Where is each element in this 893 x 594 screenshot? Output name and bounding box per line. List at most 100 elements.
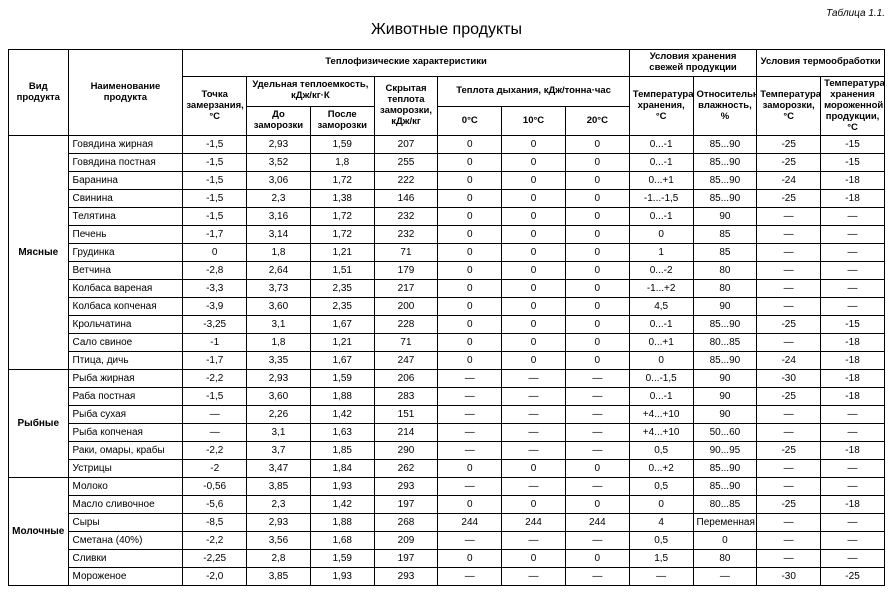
- th-specific-heat: Удельная теплоемкость, кДж/кг·К: [247, 76, 375, 106]
- value-cell: 0...-1: [629, 208, 693, 226]
- value-cell: -24: [757, 172, 821, 190]
- value-cell: 90: [693, 208, 757, 226]
- value-cell: 1,72: [310, 226, 374, 244]
- product-name-cell: Свинина: [68, 190, 183, 208]
- value-cell: —: [821, 244, 885, 262]
- value-cell: 0: [502, 460, 566, 478]
- value-cell: -1: [183, 334, 247, 352]
- value-cell: 0: [438, 334, 502, 352]
- products-table: Вид продукта Наименование продукта Тепло…: [8, 49, 885, 586]
- value-cell: —: [821, 550, 885, 568]
- product-name-cell: Сметана (40%): [68, 532, 183, 550]
- value-cell: —: [502, 424, 566, 442]
- value-cell: 0: [502, 172, 566, 190]
- product-name-cell: Рыба копченая: [68, 424, 183, 442]
- value-cell: -25: [757, 316, 821, 334]
- value-cell: 1,67: [310, 352, 374, 370]
- value-cell: -25: [757, 136, 821, 154]
- value-cell: 2,35: [310, 298, 374, 316]
- value-cell: —: [565, 388, 629, 406]
- value-cell: 1,42: [310, 496, 374, 514]
- value-cell: 0: [565, 352, 629, 370]
- value-cell: 1,72: [310, 208, 374, 226]
- product-name-cell: Грудинка: [68, 244, 183, 262]
- value-cell: 85: [693, 226, 757, 244]
- value-cell: 1,59: [310, 370, 374, 388]
- value-cell: 0,5: [629, 442, 693, 460]
- value-cell: +4...+10: [629, 424, 693, 442]
- value-cell: 283: [374, 388, 438, 406]
- value-cell: 90: [693, 388, 757, 406]
- value-cell: +4...+10: [629, 406, 693, 424]
- th-storage-group: Условия хранения свежей продукции: [629, 50, 757, 77]
- value-cell: 0...+1: [629, 334, 693, 352]
- value-cell: 293: [374, 478, 438, 496]
- product-name-cell: Рыба сухая: [68, 406, 183, 424]
- table-row: Свинина-1,52,31,38146000-1...-1,585...90…: [9, 190, 885, 208]
- value-cell: 207: [374, 136, 438, 154]
- value-cell: 0: [438, 172, 502, 190]
- value-cell: 2,93: [247, 370, 311, 388]
- product-name-cell: Раба постная: [68, 388, 183, 406]
- value-cell: —: [821, 424, 885, 442]
- value-cell: 0: [502, 136, 566, 154]
- th-thermo-group: Теплофизические характеристики: [183, 50, 629, 77]
- value-cell: —: [438, 424, 502, 442]
- th-freezing-point: Точка замерзания, °C: [183, 76, 247, 136]
- value-cell: 1,84: [310, 460, 374, 478]
- value-cell: 2,64: [247, 262, 311, 280]
- value-cell: 0...-1: [629, 154, 693, 172]
- value-cell: 3,1: [247, 424, 311, 442]
- value-cell: 146: [374, 190, 438, 208]
- value-cell: 0: [565, 334, 629, 352]
- value-cell: -15: [821, 136, 885, 154]
- value-cell: 85...90: [693, 460, 757, 478]
- value-cell: 0: [502, 496, 566, 514]
- value-cell: 1,85: [310, 442, 374, 460]
- value-cell: 0...-1,5: [629, 370, 693, 388]
- value-cell: 85...90: [693, 316, 757, 334]
- value-cell: —: [821, 460, 885, 478]
- table-row: Сливки-2,252,81,591970001,580——: [9, 550, 885, 568]
- page-title: Животные продукты: [8, 21, 885, 39]
- value-cell: 1,88: [310, 388, 374, 406]
- value-cell: 0: [438, 316, 502, 334]
- value-cell: —: [565, 568, 629, 586]
- value-cell: 0: [438, 136, 502, 154]
- value-cell: 0: [502, 550, 566, 568]
- value-cell: 80: [693, 550, 757, 568]
- value-cell: —: [757, 208, 821, 226]
- value-cell: —: [757, 514, 821, 532]
- value-cell: -25: [757, 442, 821, 460]
- product-name-cell: Печень: [68, 226, 183, 244]
- value-cell: -3,25: [183, 316, 247, 334]
- value-cell: 1,59: [310, 550, 374, 568]
- table-row: Говядина постная-1,53,521,82550000...-18…: [9, 154, 885, 172]
- value-cell: -2,2: [183, 532, 247, 550]
- value-cell: 0: [565, 262, 629, 280]
- value-cell: -3,9: [183, 298, 247, 316]
- value-cell: —: [502, 442, 566, 460]
- value-cell: —: [757, 406, 821, 424]
- value-cell: —: [821, 280, 885, 298]
- th-product-type: Вид продукта: [9, 50, 69, 136]
- value-cell: 4,5: [629, 298, 693, 316]
- value-cell: 0: [438, 496, 502, 514]
- product-name-cell: Раки, омары, крабы: [68, 442, 183, 460]
- value-cell: -25: [757, 190, 821, 208]
- value-cell: 0: [565, 190, 629, 208]
- value-cell: —: [183, 406, 247, 424]
- value-cell: 0,5: [629, 532, 693, 550]
- value-cell: —: [757, 424, 821, 442]
- value-cell: —: [438, 406, 502, 424]
- product-name-cell: Ветчина: [68, 262, 183, 280]
- value-cell: —: [821, 226, 885, 244]
- value-cell: 2,93: [247, 136, 311, 154]
- value-cell: 293: [374, 568, 438, 586]
- table-row: Сыры-8,52,931,882682442442444Переменная—…: [9, 514, 885, 532]
- value-cell: 3,16: [247, 208, 311, 226]
- product-name-cell: Сливки: [68, 550, 183, 568]
- th-freeze-temp: Температура заморозки, °C: [757, 76, 821, 136]
- value-cell: 85...90: [693, 154, 757, 172]
- value-cell: 0: [438, 550, 502, 568]
